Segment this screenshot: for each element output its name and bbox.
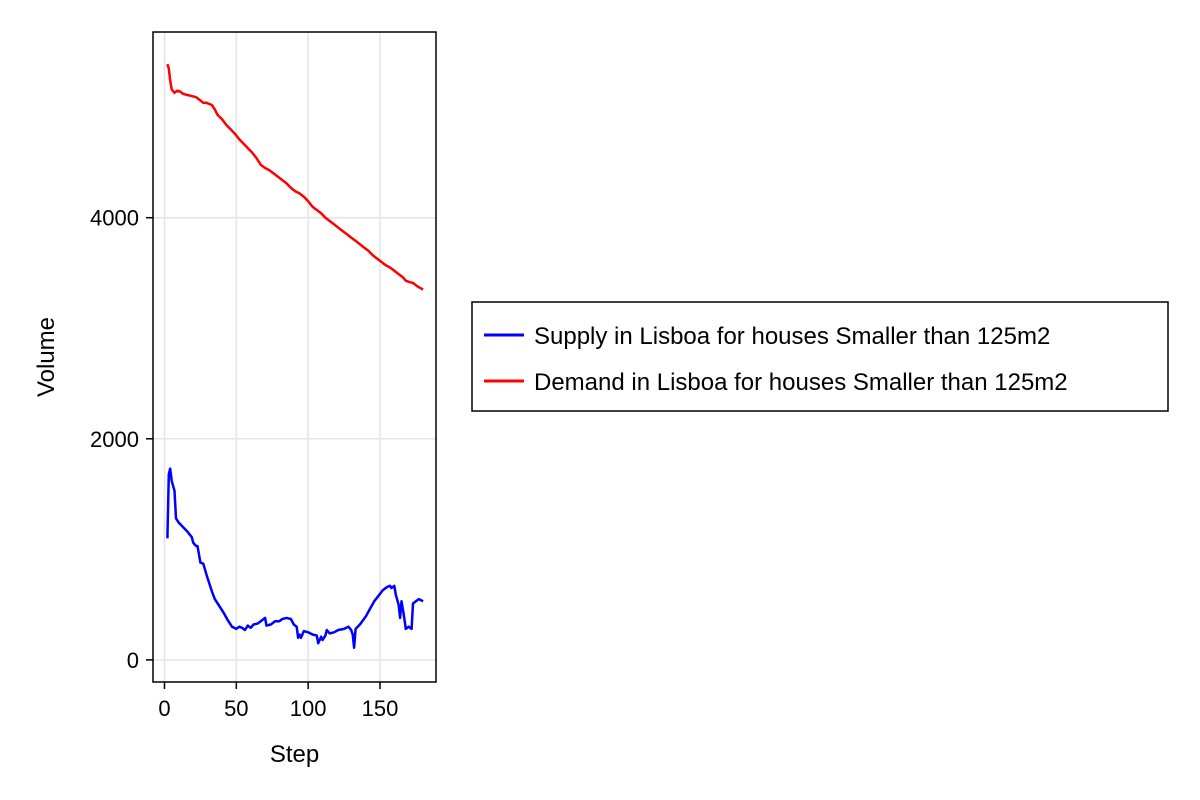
- series-line-1: [166, 63, 424, 291]
- legend: Supply in Lisboa for houses Smaller than…: [471, 301, 1169, 412]
- series-line-0: [166, 467, 424, 649]
- grid-lines: [153, 32, 436, 682]
- x-axis-label: Step: [270, 741, 319, 768]
- y-tick-label: 4000: [90, 206, 139, 231]
- y-tick-label: 0: [127, 648, 139, 673]
- legend-entry-demand: Demand in Lisboa for houses Smaller than…: [534, 369, 1068, 396]
- plot-series: [166, 63, 424, 649]
- x-tick-label: 150: [362, 696, 399, 721]
- y-axis-ticks: 0 2000 4000: [90, 206, 153, 673]
- y-tick-label: 2000: [90, 427, 139, 452]
- plot-frame: [152, 31, 437, 683]
- x-tick-label: 50: [224, 696, 248, 721]
- x-tick-label: 0: [158, 696, 170, 721]
- legend-entry-supply: Supply in Lisboa for houses Smaller than…: [534, 323, 1050, 350]
- y-axis-label: Volume: [33, 317, 60, 397]
- x-tick-label: 100: [290, 696, 327, 721]
- legend-box: [471, 301, 1169, 412]
- x-axis-ticks: 0 50 100 150: [158, 682, 398, 721]
